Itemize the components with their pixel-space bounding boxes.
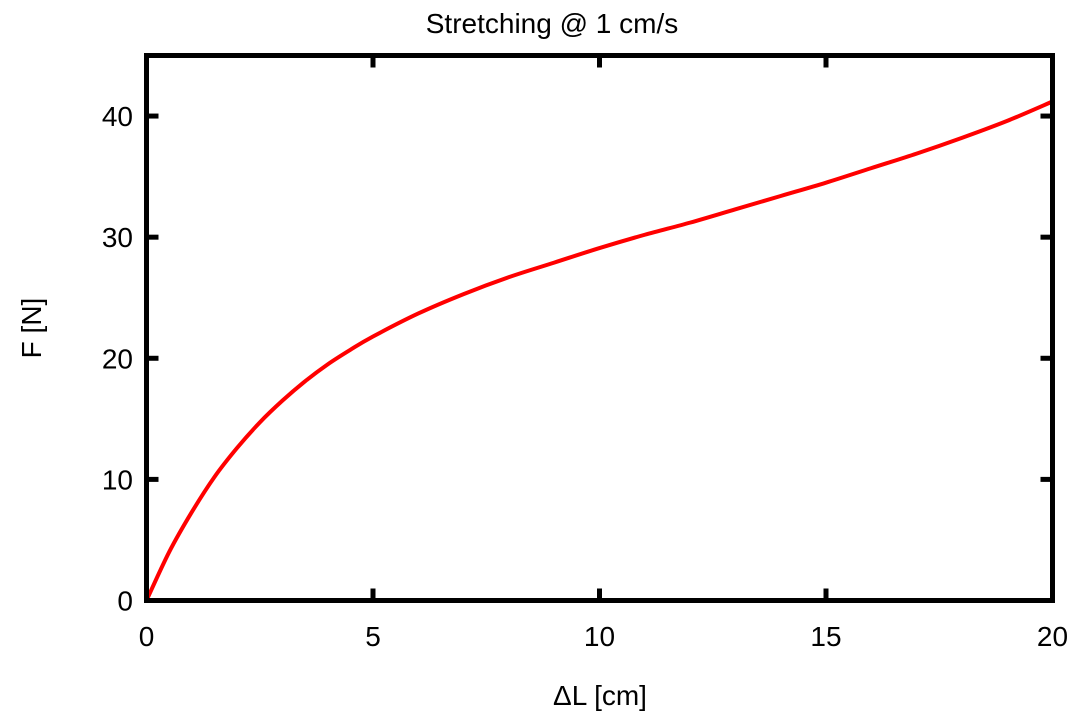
x-tick-label: 20 [1037,621,1068,652]
plot-frame [144,53,1055,603]
x-tick-label: 5 [365,621,381,652]
y-tick-label: 20 [102,343,133,374]
x-tick-label: 15 [810,621,841,652]
y-tick-label: 0 [117,586,133,617]
x-ticks: 0 5 10 15 20 [139,55,1068,652]
x-tick-label: 10 [584,621,615,652]
y-ticks: 0 10 20 30 40 [102,101,1053,617]
chart-title: Stretching @ 1 cm/s [426,8,679,39]
y-tick-label: 10 [102,464,133,495]
series-layer [144,99,1055,603]
series-line-0 [144,99,1055,603]
x-tick-label: 0 [139,621,155,652]
y-tick-label: 40 [102,101,133,132]
x-axis-label: ΔL [cm] [553,680,647,711]
y-tick-label: 30 [102,222,133,253]
y-axis-label: F [N] [16,298,47,359]
